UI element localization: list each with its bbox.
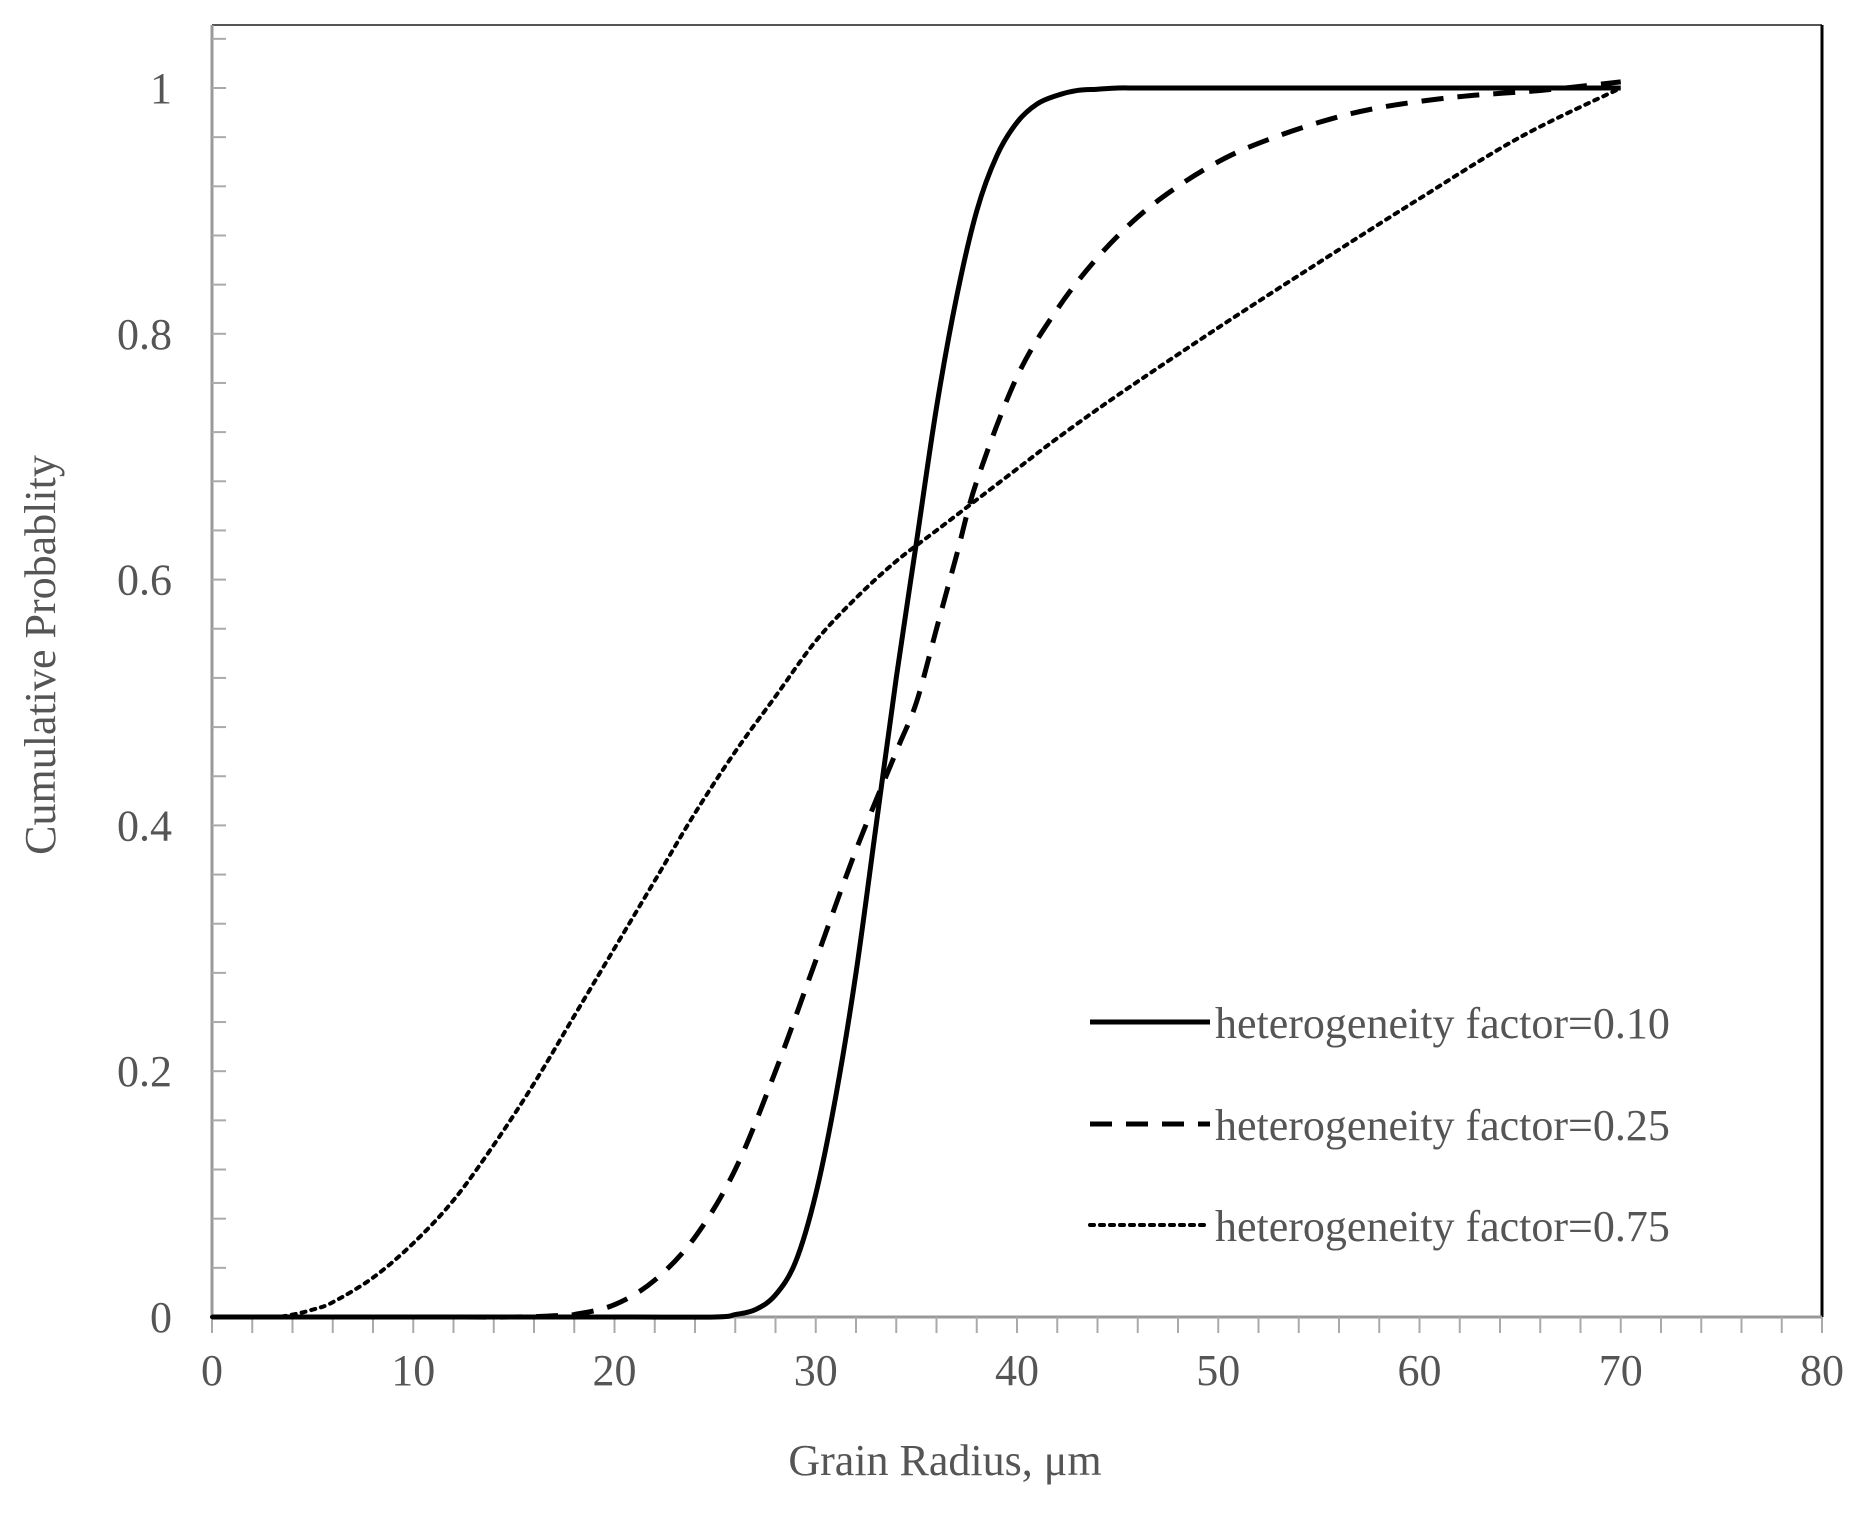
y-axis: 0 0.2 0.4 0.6 0.8 1: [117, 25, 226, 1342]
y-tick-label: 0: [150, 1293, 172, 1342]
x-tick-label: 70: [1599, 1346, 1643, 1395]
x-tick-label: 50: [1196, 1346, 1240, 1395]
series-layer: [210, 79, 1623, 1320]
series-line-2: [212, 79, 1622, 1320]
x-tick-label: 30: [794, 1346, 838, 1395]
x-tick-label: 80: [1800, 1346, 1844, 1395]
x-tick-label: 40: [995, 1346, 1039, 1395]
x-tick-label: 60: [1398, 1346, 1442, 1395]
plot-frame: [212, 24, 1824, 1317]
x-axis: 0 10 20 30 40 50 60 70 80: [201, 1315, 1844, 1395]
y-tick-label: 0.6: [117, 556, 172, 605]
y-tick-label: 0.2: [117, 1047, 172, 1096]
x-axis-title: Grain Radius, μm: [788, 1436, 1101, 1485]
legend: heterogeneity factor=0.10 heterogeneity f…: [1088, 999, 1670, 1251]
legend-label-2: heterogeneity factor=0.25: [1215, 1101, 1670, 1150]
y-tick-label: 1: [150, 64, 172, 113]
y-tick-label: 0.4: [117, 801, 172, 850]
legend-label-1: heterogeneity factor=0.10: [1215, 999, 1670, 1048]
legend-label-3: heterogeneity factor=0.75: [1215, 1202, 1670, 1251]
y-tick-label: 0.8: [117, 310, 172, 359]
x-tick-label: 0: [201, 1346, 223, 1395]
x-tick-label: 20: [593, 1346, 637, 1395]
series-line-1: [212, 85, 1621, 1320]
y-axis-title: Cumulative Probablity: [16, 455, 65, 855]
series-line-3: [210, 86, 1623, 1320]
x-tick-label: 10: [391, 1346, 435, 1395]
